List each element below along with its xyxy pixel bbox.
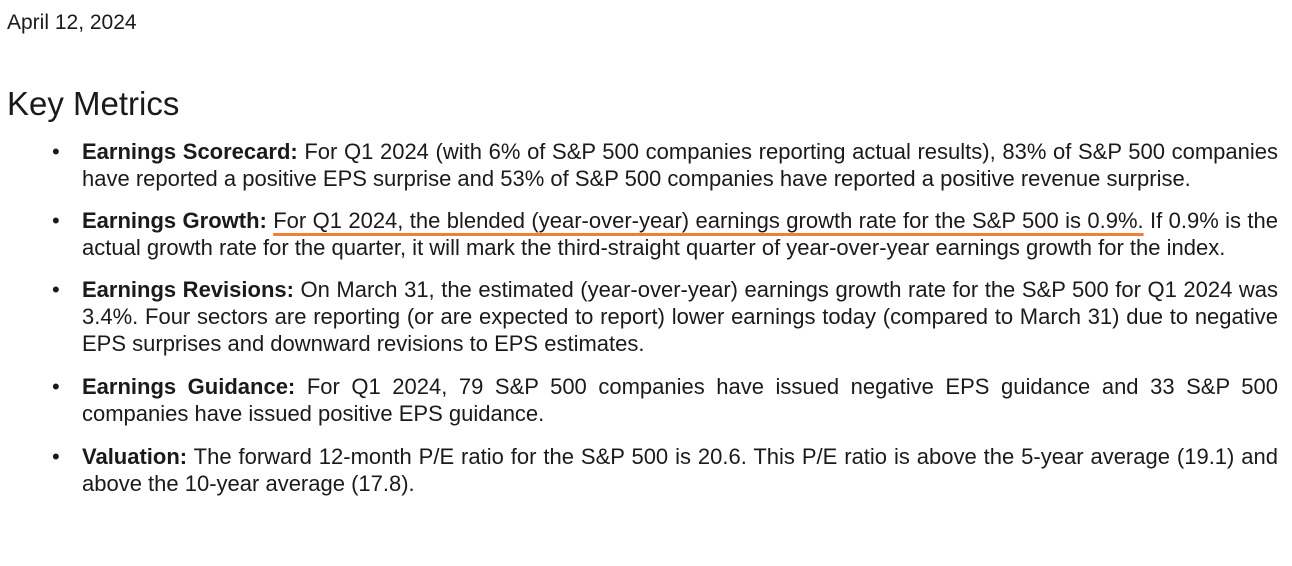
metric-label: Earnings Revisions: <box>82 277 294 302</box>
bullet-icon: • <box>52 444 60 469</box>
metric-label: Earnings Guidance: <box>82 374 296 399</box>
metric-earnings-revisions: • Earnings Revisions: On March 31, the e… <box>52 276 1279 357</box>
highlighted-text: For Q1 2024, the blended (year-over-year… <box>273 208 1144 233</box>
key-metrics-list: • Earnings Scorecard: For Q1 2024 (with … <box>52 138 1279 512</box>
metric-text: For Q1 2024, 79 S&P 500 companies have i… <box>82 374 1278 426</box>
metric-text: On March 31, the estimated (year-over-ye… <box>82 277 1279 356</box>
metric-label: Earnings Growth: <box>82 208 267 233</box>
metric-earnings-guidance: • Earnings Guidance: For Q1 2024, 79 S&P… <box>52 373 1278 427</box>
metric-earnings-growth: • Earnings Growth: For Q1 2024, the blen… <box>52 207 1278 261</box>
section-heading: Key Metrics <box>7 85 180 122</box>
bullet-icon: • <box>52 139 60 164</box>
bullet-icon: • <box>52 277 60 302</box>
bullet-icon: • <box>52 208 60 233</box>
metric-label: Valuation: <box>82 444 188 469</box>
metric-text: For Q1 2024 (with 6% of S&P 500 companie… <box>82 139 1278 191</box>
metric-text: The forward 12-month P/E ratio for the S… <box>82 444 1278 496</box>
metric-label: Earnings Scorecard: <box>82 139 298 164</box>
metric-earnings-scorecard: • Earnings Scorecard: For Q1 2024 (with … <box>52 138 1278 192</box>
report-date: April 12, 2024 <box>7 11 137 34</box>
metric-text: If 0.9% is the actual growth rate for th… <box>82 208 1278 260</box>
bullet-icon: • <box>52 374 60 399</box>
metric-valuation: • Valuation: The forward 12-month P/E ra… <box>52 443 1278 497</box>
